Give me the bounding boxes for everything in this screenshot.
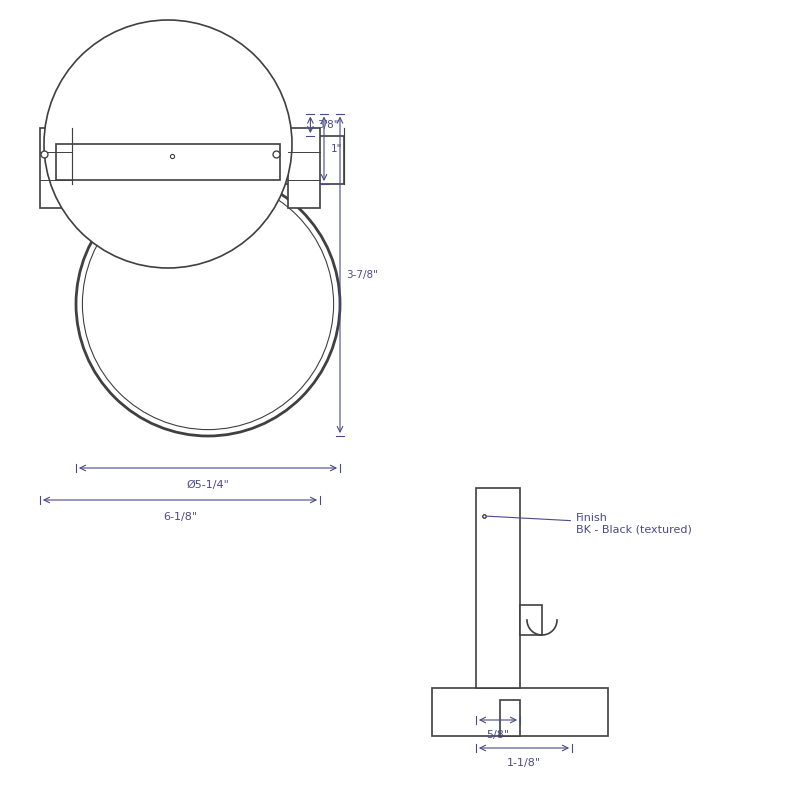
Bar <box>288 128 320 208</box>
Bar <box>56 144 280 180</box>
Bar <box>500 700 520 736</box>
Text: 3-7/8": 3-7/8" <box>346 270 378 280</box>
Bar <box>72 136 344 184</box>
Bar <box>476 488 520 688</box>
Circle shape <box>44 20 292 268</box>
Text: 1-1/8": 1-1/8" <box>507 758 541 768</box>
Text: Finish
BK - Black (textured): Finish BK - Black (textured) <box>486 514 692 534</box>
Circle shape <box>76 172 340 436</box>
Text: Ø5-1/4": Ø5-1/4" <box>186 480 230 490</box>
Text: 5/8": 5/8" <box>486 730 510 741</box>
Text: 6-1/8": 6-1/8" <box>163 512 197 522</box>
Bar <box>520 605 542 635</box>
Bar <box>40 128 72 208</box>
Bar <box>432 688 608 736</box>
Text: 1": 1" <box>330 144 342 154</box>
Circle shape <box>82 178 334 430</box>
Text: 3/8": 3/8" <box>317 120 338 130</box>
